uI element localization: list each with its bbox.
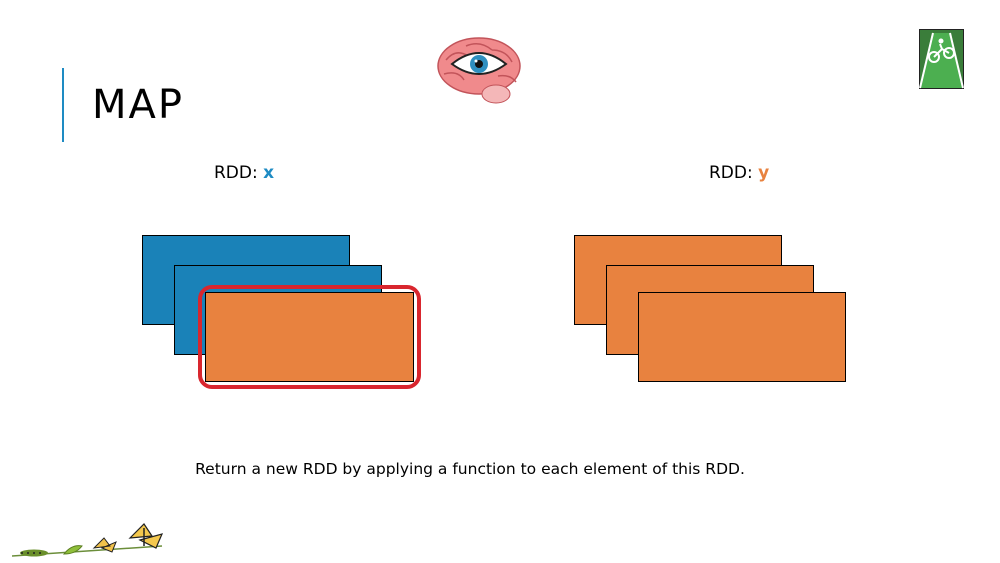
rdd-x-name: x (263, 163, 275, 183)
rdd-y-partition-3 (638, 292, 846, 382)
rdd-y-label: RDD: y (709, 163, 769, 183)
rdd-x-prefix: RDD: (214, 163, 258, 183)
brain-eye-icon (437, 37, 521, 104)
title-accent-bar (62, 68, 64, 142)
rdd-x-label: RDD: x (214, 163, 274, 183)
slide-title: MAP (92, 82, 184, 128)
mapped-partition-highlight (198, 285, 421, 389)
butterfly-lifecycle-icon (12, 523, 164, 557)
bike-lane-icon (919, 29, 964, 89)
rdd-y-prefix: RDD: (709, 163, 753, 183)
slide-caption: Return a new RDD by applying a function … (195, 460, 745, 478)
rdd-y-name: y (758, 163, 770, 183)
rdd-x-partition-3 (205, 292, 414, 382)
